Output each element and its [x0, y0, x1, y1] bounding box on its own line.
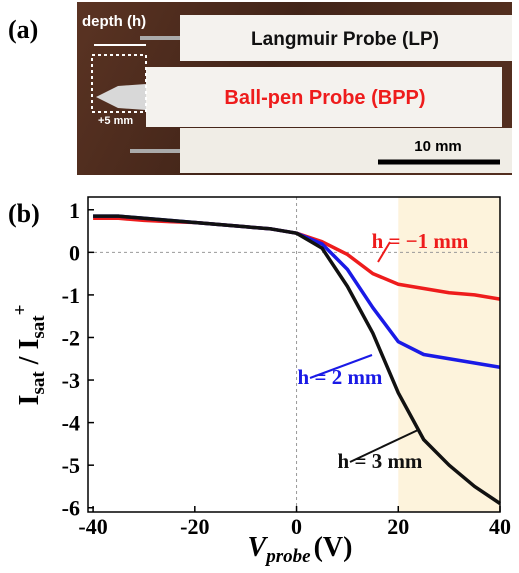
y-label-part: sat	[28, 371, 49, 395]
x-tick-label: 40	[489, 514, 511, 539]
y-tick-label: -6	[62, 496, 80, 521]
scale-label: 10 mm	[414, 138, 462, 155]
label-arrow	[349, 429, 419, 463]
series-line	[93, 214, 501, 505]
bpp-body	[146, 67, 502, 127]
x-axis-label: Vprobe (V)	[248, 532, 353, 567]
offset-label: +5 mm	[98, 115, 133, 127]
x-tick-label: 20	[387, 514, 409, 539]
series-label: h = −1 mm	[372, 229, 469, 253]
panel-label: (a)	[8, 15, 38, 44]
label-arrow	[309, 354, 373, 379]
x-tick-label: -40	[78, 514, 107, 539]
y-tick-label: 1	[69, 198, 80, 223]
y-tick-label: -3	[62, 368, 80, 393]
y-tick-label: -5	[62, 453, 80, 478]
bpp-label: Ball-pen Probe (BPP)	[224, 87, 425, 109]
x-label-part: V	[248, 532, 269, 563]
y-tick-label: -2	[62, 325, 80, 350]
x-label-part: (V)	[314, 532, 353, 563]
y-axis-label: Isat / Isat+	[10, 305, 49, 406]
depth-box	[91, 54, 147, 113]
y-tick-label: -4	[62, 411, 80, 436]
depth-label: depth (h)	[82, 13, 146, 30]
bpp-tip	[96, 84, 146, 110]
x-label-part: probe	[264, 546, 311, 567]
lp-label: Langmuir Probe (LP)	[251, 29, 439, 50]
label-arrow	[377, 241, 391, 263]
y-label-part: +	[10, 305, 31, 316]
plot-frame	[87, 196, 501, 513]
y-tick-label: -1	[62, 283, 80, 308]
x-tick-label: -20	[180, 514, 209, 539]
y-tick-label: 0	[69, 240, 80, 265]
shade-region	[398, 197, 500, 512]
y-label-part: sat	[28, 315, 49, 339]
plot: 10-1-2-3-4-5-6-40 -20 0 20 40h = −1 mmh = 2 …	[62, 196, 511, 539]
x-tick-label: 0	[291, 514, 302, 539]
y-label-part: I	[14, 395, 45, 406]
panel-label: (b)	[8, 199, 40, 228]
y-label-part: / I	[14, 339, 45, 372]
lp-body	[180, 15, 512, 61]
probe-body	[180, 128, 512, 173]
